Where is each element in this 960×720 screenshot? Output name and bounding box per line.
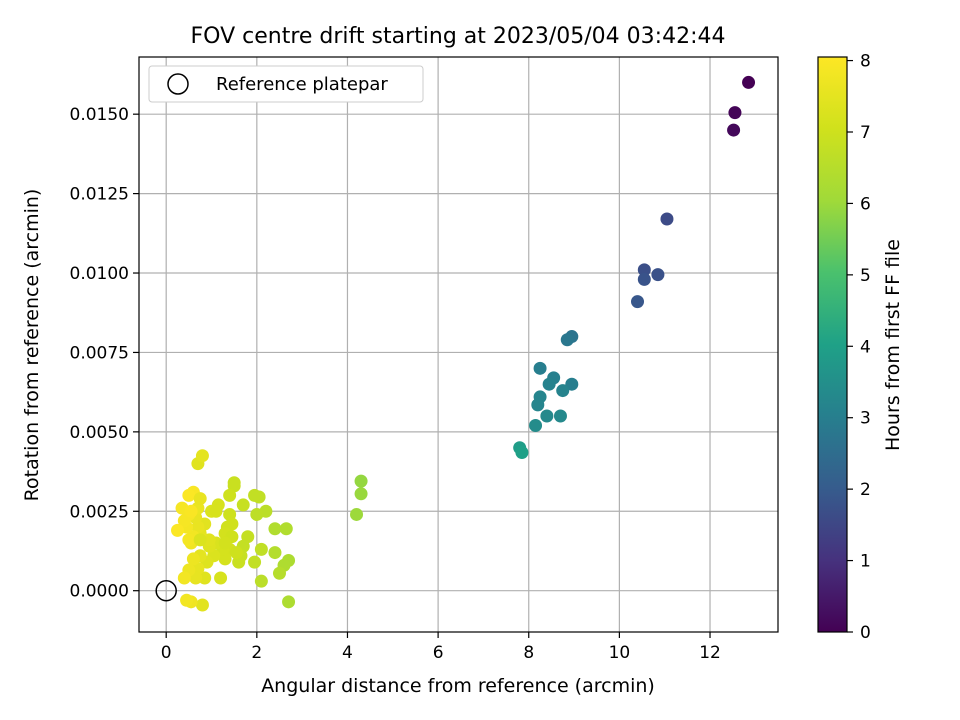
x-tick-label: 6: [433, 643, 444, 663]
data-point: [250, 507, 264, 521]
data-point: [637, 263, 651, 277]
data-point: [195, 598, 209, 612]
legend: Reference platepar: [148, 65, 424, 103]
data-point: [214, 571, 228, 585]
y-tick-label: 0.0000: [70, 582, 129, 602]
legend-box: [148, 65, 424, 103]
data-point: [248, 488, 262, 502]
data-point: [268, 522, 282, 536]
colorbar-tick-label: 0: [860, 623, 871, 643]
data-point: [727, 123, 741, 137]
data-point: [279, 522, 293, 536]
data-point: [515, 446, 529, 460]
data-point: [529, 419, 543, 433]
data-points: [171, 75, 756, 612]
colorbar-tick-label: 2: [860, 480, 871, 500]
data-point: [728, 106, 742, 120]
colorbar-tick-label: 3: [860, 409, 871, 429]
data-point: [209, 504, 223, 518]
data-point: [218, 536, 232, 550]
colorbar-label: Hours from first FF file: [882, 239, 904, 451]
data-point: [229, 546, 243, 560]
colorbar: [817, 56, 848, 633]
y-tick-label: 0.0050: [70, 423, 129, 443]
data-point: [182, 488, 196, 502]
x-tick-label: 8: [523, 643, 534, 663]
data-point: [533, 361, 547, 375]
data-point: [282, 595, 296, 609]
legend-marker: [167, 73, 189, 95]
data-point: [660, 212, 674, 226]
reference-platepar-marker: [155, 579, 177, 602]
data-point: [637, 272, 651, 286]
data-point: [268, 546, 282, 560]
data-point: [182, 533, 196, 547]
data-point: [354, 487, 368, 501]
data-point: [742, 75, 756, 89]
data-point: [350, 507, 364, 521]
data-point: [553, 409, 567, 423]
x-tick-label: 0: [161, 643, 172, 663]
x-tick-label: 10: [609, 643, 631, 663]
data-point: [180, 593, 194, 607]
data-point: [195, 449, 209, 463]
colorbar-tick-label: 1: [860, 552, 871, 572]
colorbar-tick-label: 5: [860, 266, 871, 286]
data-point: [354, 474, 368, 488]
data-point: [556, 384, 570, 398]
x-tick-label: 4: [342, 643, 353, 663]
data-point: [177, 571, 191, 585]
grid-lines: [139, 57, 778, 632]
data-point: [531, 398, 545, 412]
data-point: [272, 566, 286, 580]
plot-frame: [138, 56, 779, 633]
data-point: [254, 574, 268, 588]
data-point: [560, 333, 574, 347]
y-tick-label: 0.0025: [70, 502, 129, 522]
y-axis-label: Rotation from reference (arcmin): [21, 189, 43, 502]
x-axis-label: Angular distance from reference (arcmin): [261, 675, 655, 697]
data-point: [542, 377, 556, 391]
x-axis-ticks: 0 2 4 6 8 10 12: [161, 632, 721, 663]
data-point: [193, 533, 207, 547]
data-point: [193, 492, 207, 506]
data-point: [651, 268, 665, 282]
x-tick-label: 12: [699, 643, 721, 663]
y-axis-ticks: 0.0000 0.0025 0.0050 0.0075 0.0100 0.0125 0.01…: [70, 105, 139, 602]
y-tick-label: 0.0125: [70, 185, 129, 205]
data-point: [565, 377, 579, 391]
colorbar-ticks: 0 1 2 3 4 5 6 7 8: [847, 52, 871, 643]
data-point: [184, 504, 198, 518]
colorbar-tick-label: 4: [860, 337, 871, 357]
x-tick-label: 2: [251, 643, 262, 663]
chart-title: FOV centre drift starting at 2023/05/04 …: [191, 24, 726, 49]
data-point: [171, 523, 185, 537]
data-point: [202, 533, 216, 547]
data-point: [540, 409, 554, 423]
data-point: [248, 555, 262, 569]
legend-entry-label: Reference platepar: [216, 74, 388, 95]
y-tick-label: 0.0150: [70, 105, 129, 125]
data-point: [631, 295, 645, 309]
colorbar-tick-label: 7: [860, 123, 871, 143]
data-point: [236, 498, 250, 512]
data-point: [198, 571, 212, 585]
data-point: [254, 542, 268, 556]
colorbar-tick-label: 8: [860, 52, 871, 72]
colorbar-tick-label: 6: [860, 194, 871, 214]
data-point: [223, 488, 237, 502]
y-tick-label: 0.0100: [70, 264, 129, 284]
y-tick-label: 0.0075: [70, 343, 129, 363]
data-point: [186, 552, 200, 566]
